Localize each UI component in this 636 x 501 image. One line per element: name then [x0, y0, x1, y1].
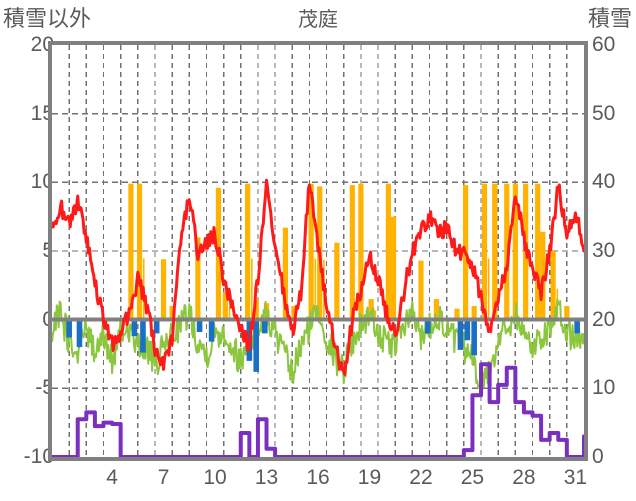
plot-inner	[52, 45, 584, 457]
chart-canvas	[52, 45, 584, 457]
x-tick-28: 28	[512, 466, 536, 489]
left-axis-title: 積雪以外	[3, 6, 92, 31]
x-tick-7: 7	[157, 466, 170, 489]
right-tick-30: 30	[592, 239, 616, 262]
x-tick-31: 31	[563, 466, 588, 489]
right-tick-50: 50	[592, 101, 616, 125]
right-tick-10: 10	[592, 376, 616, 400]
right-tick-40: 40	[592, 170, 616, 194]
x-tick-22: 22	[409, 466, 433, 489]
x-tick-13: 13	[254, 466, 279, 489]
x-tick-10: 10	[203, 466, 227, 489]
left-tick-neg10: -10	[23, 445, 54, 468]
right-tick-20: 20	[592, 307, 616, 331]
x-tick-4: 4	[106, 466, 118, 489]
right-axis-title: 積雪	[587, 6, 632, 31]
x-tick-16: 16	[306, 466, 330, 489]
right-tick-60: 60	[592, 33, 616, 56]
plot-area	[48, 41, 588, 461]
right-tick-0: 0	[592, 445, 604, 468]
x-tick-25: 25	[460, 466, 485, 489]
chart-title: 茂庭	[298, 9, 338, 31]
x-tick-19: 19	[357, 466, 382, 489]
